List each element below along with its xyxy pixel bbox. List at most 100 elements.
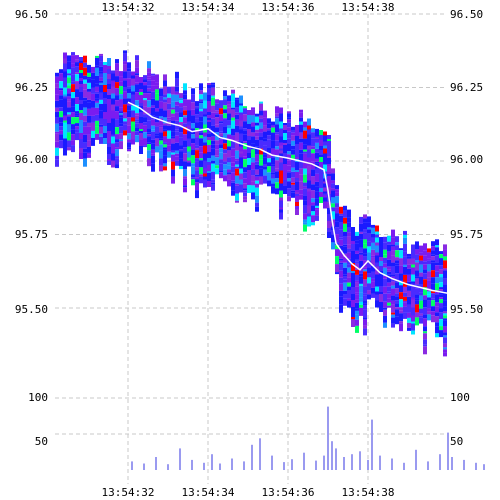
heatmap-cell: [371, 237, 375, 243]
heatmap-cell: [363, 229, 367, 233]
heatmap-cell: [123, 124, 127, 131]
heatmap-cell: [215, 168, 219, 175]
heatmap-cell: [335, 203, 339, 208]
heatmap-cell: [287, 119, 291, 123]
heatmap-cell: [375, 302, 379, 308]
heatmap-cell: [111, 86, 115, 94]
heatmap-cell: [91, 66, 95, 73]
heatmap-cell: [107, 128, 111, 131]
heatmap-cell: [379, 310, 383, 312]
heatmap-cell: [191, 138, 195, 144]
heatmap-cell: [239, 129, 243, 134]
heatmap-cell: [211, 155, 215, 161]
heatmap-cell: [119, 115, 123, 118]
heatmap-cell: [391, 300, 395, 305]
heatmap-cell: [183, 106, 187, 111]
heatmap-cell: [95, 75, 99, 84]
heatmap-cell: [279, 200, 283, 208]
heatmap-cell: [363, 305, 367, 310]
heatmap-cell: [339, 250, 343, 259]
heatmap-cell: [75, 74, 79, 82]
heatmap-cell: [255, 169, 259, 175]
heatmap-cell: [179, 145, 183, 150]
heatmap-cell: [67, 107, 71, 113]
heatmap-cell: [79, 92, 83, 100]
heatmap-cell: [211, 171, 215, 180]
heatmap-cell: [135, 82, 139, 85]
price-tick-right: 96.25: [450, 81, 483, 94]
heatmap-cell: [235, 112, 239, 115]
heatmap-cell: [303, 161, 307, 169]
heatmap-cell: [151, 73, 155, 76]
heatmap-cell: [215, 157, 219, 166]
heatmap-cell: [147, 113, 151, 121]
heatmap-cell: [427, 248, 431, 253]
heatmap-cell: [339, 222, 343, 230]
heatmap-cell: [383, 307, 387, 310]
heatmap-cell: [107, 89, 111, 95]
heatmap-cell: [75, 126, 79, 130]
heatmap-cell: [383, 249, 387, 255]
heatmap-cell: [199, 152, 203, 159]
heatmap-cell: [407, 327, 411, 331]
heatmap-cell: [435, 262, 439, 266]
heatmap-cell: [183, 99, 187, 107]
heatmap-cell: [435, 312, 439, 317]
heatmap-cell: [371, 255, 375, 258]
heatmap-cell: [383, 263, 387, 268]
heatmap-cell: [243, 114, 247, 122]
heatmap-cell: [275, 113, 279, 117]
x-tick-top: 13:54:34: [182, 1, 235, 14]
heatmap-cell: [415, 254, 419, 261]
heatmap-cell: [331, 173, 335, 181]
heatmap-cell: [275, 182, 279, 189]
heatmap-cell: [279, 197, 283, 201]
heatmap-cell: [307, 129, 311, 135]
heatmap-cell: [291, 192, 295, 198]
heatmap-cell: [431, 256, 435, 261]
heatmap-cell: [199, 174, 203, 177]
heatmap-cell: [443, 256, 447, 261]
heatmap-cell: [323, 131, 327, 136]
heatmap-cell: [299, 181, 303, 190]
heatmap-cell: [151, 139, 155, 144]
heatmap-cell: [123, 91, 127, 99]
heatmap-cell: [131, 71, 135, 76]
heatmap-cell: [359, 252, 363, 255]
heatmap-cell: [231, 172, 235, 181]
volume-bar: [179, 448, 181, 470]
heatmap-cell: [351, 279, 355, 287]
heatmap-cell: [235, 183, 239, 186]
heatmap-cell: [363, 293, 367, 296]
heatmap-cell: [439, 303, 443, 309]
heatmap-cell: [419, 315, 423, 318]
heatmap-cell: [443, 244, 447, 250]
heatmap-cell: [279, 153, 283, 158]
heatmap-cell: [163, 102, 167, 111]
heatmap-cell: [315, 152, 319, 159]
heatmap-cell: [247, 145, 251, 153]
heatmap-cell: [259, 101, 263, 104]
heatmap-cell: [311, 132, 315, 139]
heatmap-cell: [123, 64, 127, 72]
heatmap-cell: [311, 202, 315, 206]
heatmap-cell: [191, 179, 195, 186]
heatmap-cell: [171, 131, 175, 137]
heatmap-cell: [227, 104, 231, 108]
heatmap-cell: [179, 151, 183, 159]
heatmap-cell: [55, 107, 59, 112]
heatmap-cell: [287, 127, 291, 132]
heatmap-cell: [151, 85, 155, 92]
heatmap-cell: [83, 79, 87, 84]
heatmap-cell: [255, 187, 259, 196]
heatmap-cell: [295, 182, 299, 190]
heatmap-cell: [311, 161, 315, 170]
heatmap-cell: [227, 101, 231, 105]
heatmap-cell: [159, 165, 163, 172]
heatmap-cell: [151, 98, 155, 106]
heatmap-cell: [95, 133, 99, 140]
volume-bar: [451, 457, 453, 470]
heatmap-cell: [311, 198, 315, 203]
heatmap-cell: [83, 126, 87, 135]
heatmap-cell: [347, 217, 351, 223]
